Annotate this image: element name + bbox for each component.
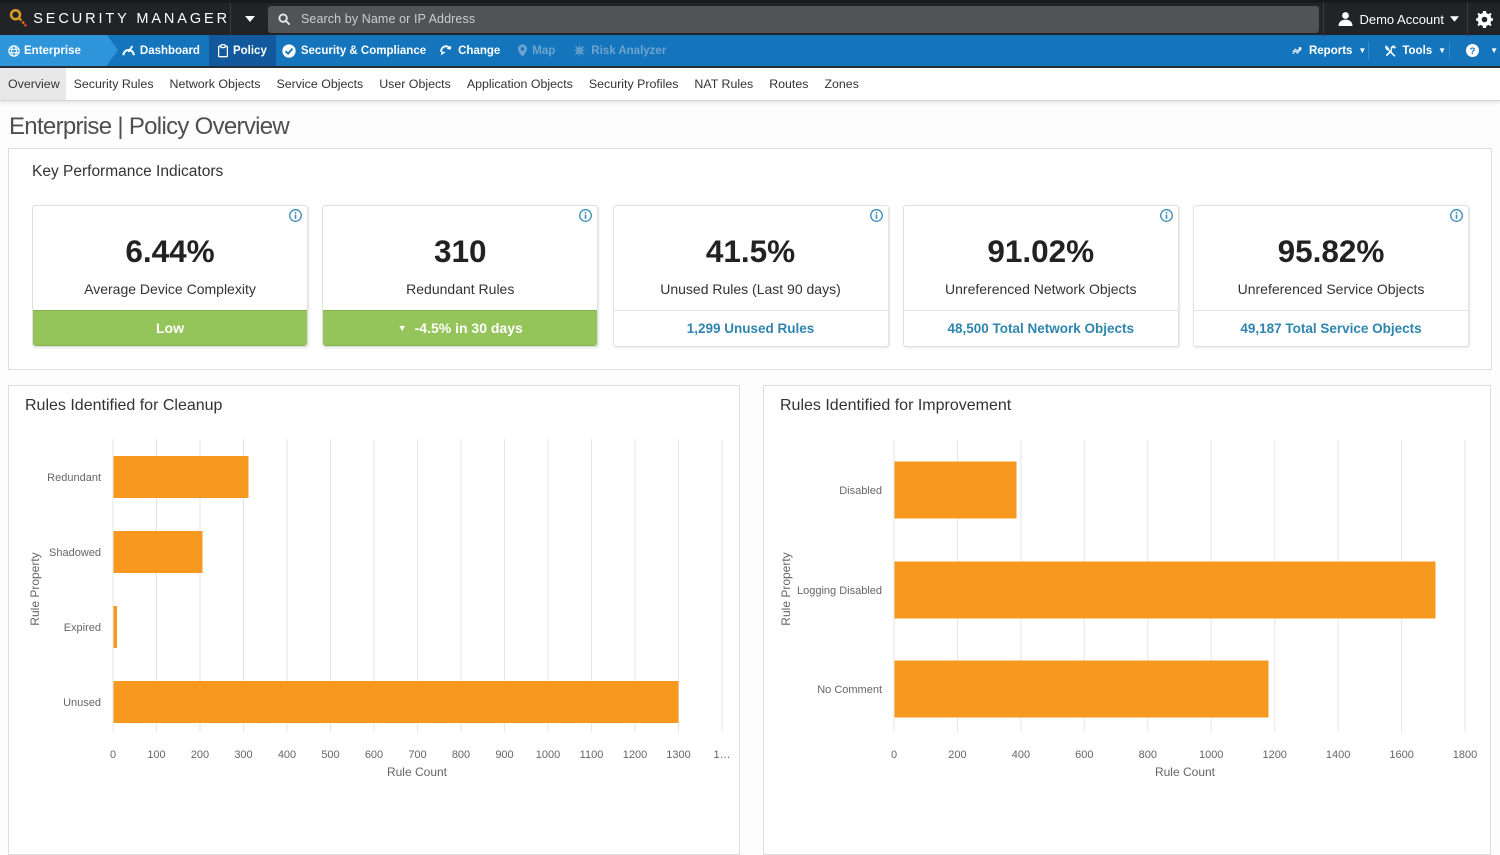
svg-text:Logging Disabled: Logging Disabled: [797, 585, 882, 597]
svg-text:900: 900: [495, 749, 513, 761]
svg-text:400: 400: [1012, 749, 1030, 761]
svg-text:200: 200: [191, 749, 209, 761]
svg-text:1000: 1000: [1199, 749, 1223, 761]
svg-text:1300: 1300: [666, 749, 690, 761]
svg-text:800: 800: [1139, 749, 1157, 761]
svg-text:0: 0: [110, 749, 116, 761]
svg-text:500: 500: [321, 749, 339, 761]
svg-text:Unused: Unused: [63, 697, 101, 709]
svg-text:1800: 1800: [1453, 749, 1477, 761]
svg-text:400: 400: [278, 749, 296, 761]
svg-text:0: 0: [891, 749, 897, 761]
svg-text:1000: 1000: [536, 749, 560, 761]
svg-text:Rule Property: Rule Property: [28, 552, 42, 625]
svg-text:Shadowed: Shadowed: [49, 547, 101, 559]
svg-text:Rule Property: Rule Property: [779, 552, 793, 625]
svg-text:1200: 1200: [1262, 749, 1286, 761]
svg-text:Redundant: Redundant: [47, 472, 101, 484]
svg-text:100: 100: [147, 749, 165, 761]
svg-text:1600: 1600: [1389, 749, 1413, 761]
svg-text:?: ?: [1470, 46, 1476, 57]
svg-text:Rule Count: Rule Count: [387, 765, 448, 779]
svg-text:700: 700: [408, 749, 426, 761]
svg-text:Rule Count: Rule Count: [1155, 765, 1216, 779]
svg-text:1100: 1100: [580, 749, 604, 761]
svg-text:200: 200: [948, 749, 966, 761]
svg-text:No Comment: No Comment: [817, 684, 882, 696]
svg-text:600: 600: [1075, 749, 1093, 761]
svg-text:Disabled: Disabled: [839, 485, 882, 497]
svg-text:Expired: Expired: [64, 622, 101, 634]
svg-text:1400: 1400: [1326, 749, 1350, 761]
svg-text:1200: 1200: [623, 749, 647, 761]
svg-text:1…: 1…: [713, 749, 730, 761]
svg-text:600: 600: [365, 749, 383, 761]
svg-text:300: 300: [234, 749, 252, 761]
svg-text:800: 800: [452, 749, 470, 761]
